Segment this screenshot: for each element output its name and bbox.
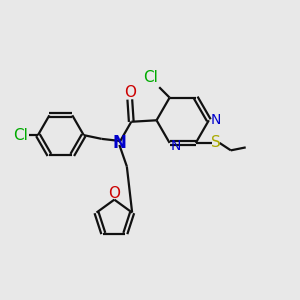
- Text: Cl: Cl: [13, 128, 28, 142]
- Text: N: N: [211, 113, 221, 127]
- Text: Cl: Cl: [143, 70, 158, 85]
- Text: O: O: [124, 85, 136, 100]
- Text: S: S: [211, 135, 221, 150]
- Text: N: N: [112, 134, 126, 152]
- Text: N: N: [170, 139, 181, 153]
- Text: O: O: [108, 186, 120, 201]
